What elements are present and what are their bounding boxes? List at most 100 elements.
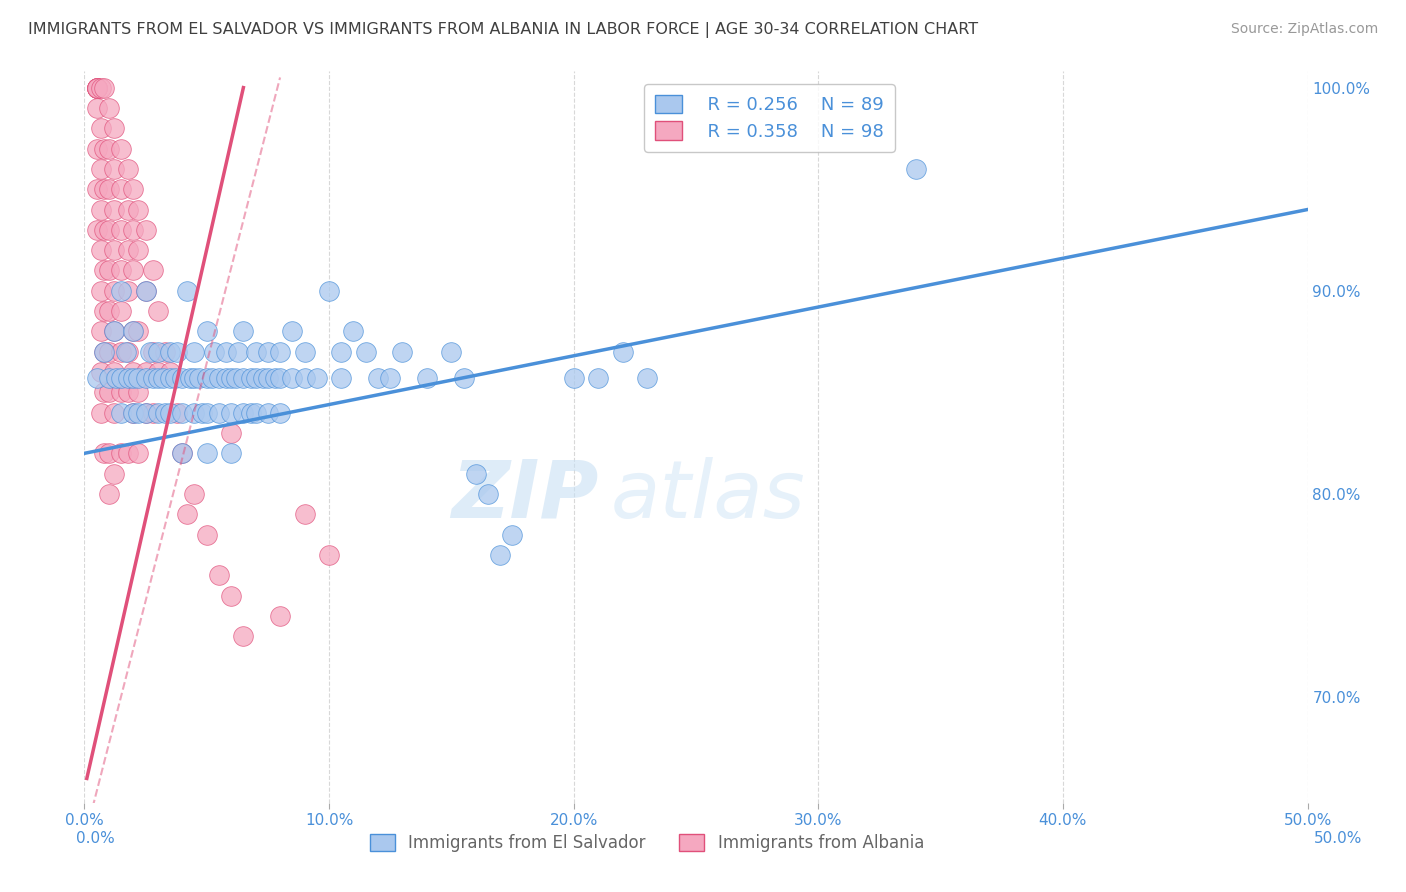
Point bbox=[105, 371, 128, 385]
Point bbox=[208, 371, 231, 385]
Point bbox=[103, 243, 125, 257]
Point bbox=[586, 371, 609, 385]
Point bbox=[219, 425, 242, 440]
Point bbox=[93, 304, 115, 318]
Point bbox=[103, 365, 125, 379]
Point bbox=[103, 121, 125, 136]
Point bbox=[97, 371, 120, 385]
Point bbox=[245, 406, 267, 420]
Point bbox=[477, 487, 499, 501]
Point bbox=[103, 325, 125, 339]
Point bbox=[294, 344, 316, 359]
Point bbox=[232, 325, 254, 339]
Point bbox=[269, 371, 291, 385]
Point bbox=[93, 385, 115, 400]
Point bbox=[195, 325, 218, 339]
Point bbox=[86, 223, 108, 237]
Point bbox=[117, 202, 139, 217]
Point bbox=[239, 371, 262, 385]
Point bbox=[117, 243, 139, 257]
Point bbox=[153, 344, 176, 359]
Point bbox=[342, 325, 364, 339]
Point bbox=[163, 371, 186, 385]
Point bbox=[127, 371, 149, 385]
Point bbox=[195, 406, 218, 420]
Point bbox=[489, 548, 512, 562]
Point bbox=[257, 406, 280, 420]
Point bbox=[264, 371, 287, 385]
Point bbox=[172, 406, 194, 420]
Point bbox=[208, 568, 231, 582]
Point bbox=[440, 344, 463, 359]
Point bbox=[110, 385, 132, 400]
Point bbox=[135, 371, 157, 385]
Point bbox=[502, 527, 524, 541]
Point bbox=[103, 161, 125, 176]
Point bbox=[90, 202, 112, 217]
Point bbox=[117, 371, 139, 385]
Point bbox=[142, 371, 165, 385]
Point bbox=[93, 80, 115, 95]
Point bbox=[208, 406, 231, 420]
Point bbox=[257, 344, 280, 359]
Point bbox=[380, 371, 402, 385]
Point bbox=[97, 263, 120, 277]
Point bbox=[153, 406, 176, 420]
Point bbox=[135, 284, 157, 298]
Point bbox=[103, 284, 125, 298]
Point bbox=[122, 325, 145, 339]
Point bbox=[110, 446, 132, 460]
Point bbox=[257, 371, 280, 385]
Point bbox=[90, 406, 112, 420]
Point bbox=[172, 446, 194, 460]
Point bbox=[294, 508, 316, 522]
Point bbox=[252, 371, 274, 385]
Point bbox=[232, 629, 254, 643]
Point bbox=[146, 344, 169, 359]
Point bbox=[122, 263, 145, 277]
Point bbox=[110, 263, 132, 277]
Point bbox=[159, 371, 181, 385]
Point bbox=[110, 371, 132, 385]
Point bbox=[612, 344, 634, 359]
Point bbox=[142, 344, 165, 359]
Point bbox=[905, 161, 928, 176]
Point bbox=[135, 284, 157, 298]
Text: ZIP: ZIP bbox=[451, 457, 598, 534]
Point bbox=[97, 223, 120, 237]
Text: atlas: atlas bbox=[610, 457, 806, 534]
Point bbox=[269, 608, 291, 623]
Point bbox=[172, 446, 194, 460]
Point bbox=[219, 589, 242, 603]
Point bbox=[159, 406, 181, 420]
Text: 0.0%: 0.0% bbox=[76, 831, 115, 847]
Point bbox=[135, 365, 157, 379]
Point bbox=[225, 371, 247, 385]
Point bbox=[202, 344, 225, 359]
Point bbox=[122, 406, 145, 420]
Point bbox=[281, 371, 304, 385]
Point bbox=[159, 365, 181, 379]
Point bbox=[90, 365, 112, 379]
Point bbox=[110, 406, 132, 420]
Point bbox=[86, 182, 108, 196]
Point bbox=[110, 284, 132, 298]
Point bbox=[115, 344, 138, 359]
Point bbox=[232, 406, 254, 420]
Text: IMMIGRANTS FROM EL SALVADOR VS IMMIGRANTS FROM ALBANIA IN LABOR FORCE | AGE 30-3: IMMIGRANTS FROM EL SALVADOR VS IMMIGRANT… bbox=[28, 22, 979, 38]
Point bbox=[93, 142, 115, 156]
Point bbox=[152, 371, 174, 385]
Point bbox=[391, 344, 413, 359]
Point bbox=[159, 344, 181, 359]
Point bbox=[305, 371, 328, 385]
Point bbox=[228, 344, 250, 359]
Point bbox=[215, 371, 238, 385]
Point bbox=[86, 80, 108, 95]
Point bbox=[416, 371, 439, 385]
Point bbox=[127, 202, 149, 217]
Point bbox=[110, 223, 132, 237]
Point bbox=[453, 371, 475, 385]
Point bbox=[269, 344, 291, 359]
Point bbox=[146, 304, 169, 318]
Point bbox=[103, 202, 125, 217]
